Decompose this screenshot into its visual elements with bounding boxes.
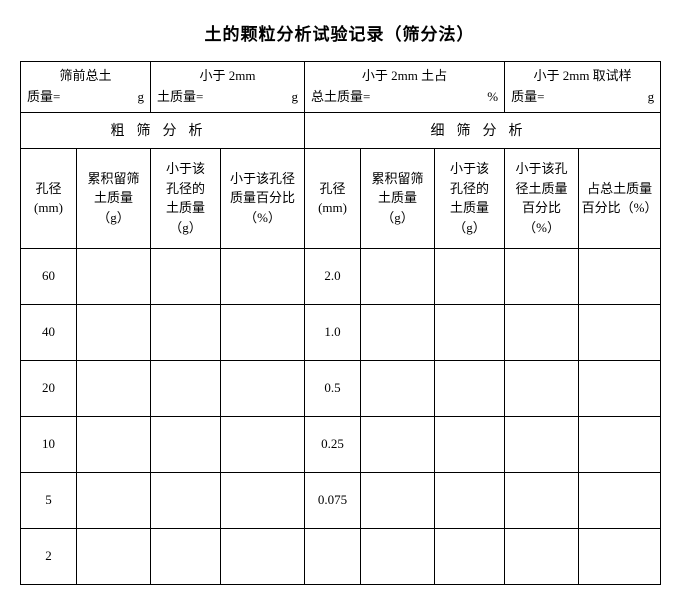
data-cell	[221, 304, 305, 360]
coarse-diameter: 2	[21, 528, 77, 584]
data-cell	[579, 248, 661, 304]
data-cell	[505, 472, 579, 528]
data-cell	[505, 528, 579, 584]
data-cell	[361, 304, 435, 360]
fine-diameter: 0.25	[305, 416, 361, 472]
fine-diameter: 0.075	[305, 472, 361, 528]
data-cell	[77, 360, 151, 416]
data-cell	[435, 360, 505, 416]
fine-diameter: 1.0	[305, 304, 361, 360]
table-row: 5 0.075	[21, 472, 661, 528]
hdr-lt2mm-mass: 小于 2mm 土质量=g	[151, 62, 305, 113]
coarse-diameter: 40	[21, 304, 77, 360]
data-cell	[579, 416, 661, 472]
data-cell	[221, 528, 305, 584]
table-row: 401.0	[21, 304, 661, 360]
col-header-5: 累积留筛土质量（g）	[361, 148, 435, 248]
data-cell	[361, 360, 435, 416]
col-header-4: 孔径(mm)	[305, 148, 361, 248]
data-cell	[435, 248, 505, 304]
coarse-diameter: 10	[21, 416, 77, 472]
col-header-7: 小于该孔径土质量百分比（%）	[505, 148, 579, 248]
col-header-1: 累积留筛土质量（g）	[77, 148, 151, 248]
data-cell	[505, 360, 579, 416]
data-cell	[361, 528, 435, 584]
data-cell	[77, 304, 151, 360]
data-cell	[151, 416, 221, 472]
page-title: 土的颗粒分析试验记录（筛分法）	[20, 20, 659, 45]
table-row: 100.25	[21, 416, 661, 472]
col-header-8: 占总土质量百分比（%）	[579, 148, 661, 248]
hdr-lt2mm-sample: 小于 2mm 取试样 质量=g	[505, 62, 661, 113]
data-cell	[579, 528, 661, 584]
data-cell	[151, 248, 221, 304]
data-cell	[77, 248, 151, 304]
col-header-3: 小于该孔径质量百分比（%）	[221, 148, 305, 248]
data-cell	[221, 248, 305, 304]
data-cell	[151, 304, 221, 360]
table-row: 2	[21, 528, 661, 584]
table-row: 200.5	[21, 360, 661, 416]
data-cell	[505, 304, 579, 360]
data-cell	[435, 416, 505, 472]
section-coarse: 粗筛分析	[21, 112, 305, 148]
data-cell	[361, 472, 435, 528]
data-cell	[151, 528, 221, 584]
data-cell	[77, 472, 151, 528]
data-cell	[505, 416, 579, 472]
data-cell	[361, 248, 435, 304]
data-cell	[77, 416, 151, 472]
sieve-analysis-table: 筛前总土 质量=g 小于 2mm 土质量=g 小于 2mm 土占 总土质量=% …	[20, 61, 661, 585]
data-cell	[77, 528, 151, 584]
data-cell	[579, 360, 661, 416]
col-header-0: 孔径(mm)	[21, 148, 77, 248]
data-cell	[361, 416, 435, 472]
data-cell	[435, 304, 505, 360]
data-cell	[151, 360, 221, 416]
data-cell	[505, 248, 579, 304]
section-fine: 细筛分析	[305, 112, 661, 148]
data-cell	[221, 416, 305, 472]
coarse-diameter: 5	[21, 472, 77, 528]
data-cell	[579, 304, 661, 360]
data-cell	[151, 472, 221, 528]
coarse-diameter: 20	[21, 360, 77, 416]
hdr-lt2mm-pct: 小于 2mm 土占 总土质量=%	[305, 62, 505, 113]
coarse-diameter: 60	[21, 248, 77, 304]
data-cell	[435, 528, 505, 584]
data-cell	[435, 472, 505, 528]
data-cell	[221, 472, 305, 528]
fine-diameter	[305, 528, 361, 584]
data-cell	[221, 360, 305, 416]
col-header-2: 小于该孔径的土质量（g）	[151, 148, 221, 248]
table-row: 602.0	[21, 248, 661, 304]
data-cell	[579, 472, 661, 528]
fine-diameter: 2.0	[305, 248, 361, 304]
col-header-6: 小于该孔径的土质量（g）	[435, 148, 505, 248]
fine-diameter: 0.5	[305, 360, 361, 416]
hdr-pre-sieve-mass: 筛前总土 质量=g	[21, 62, 151, 113]
